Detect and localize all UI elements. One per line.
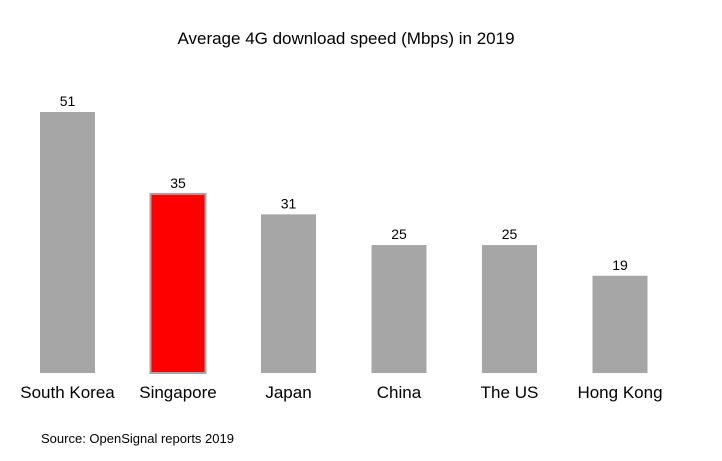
data-label: 25 xyxy=(502,226,518,242)
bar-japan xyxy=(261,214,316,373)
data-label: 35 xyxy=(170,175,186,191)
x-tick-label: Japan xyxy=(265,383,311,402)
data-label: 31 xyxy=(281,195,297,211)
data-label: 19 xyxy=(612,257,628,273)
bar-hong-kong xyxy=(592,275,648,373)
chart-title: Average 4G download speed (Mbps) in 2019 xyxy=(177,29,514,48)
x-tick-label: Singapore xyxy=(139,383,217,402)
data-label: 25 xyxy=(391,226,407,242)
x-tick-label: China xyxy=(377,383,422,402)
bar-china xyxy=(371,245,427,373)
x-tick-label: The US xyxy=(481,383,539,402)
x-tick-label: South Korea xyxy=(20,383,115,402)
bar-the-us xyxy=(482,245,537,373)
data-label: 51 xyxy=(60,93,76,109)
x-tick-label: Hong Kong xyxy=(577,383,662,402)
bar-south-korea xyxy=(40,112,95,373)
source-note: Source: OpenSignal reports 2019 xyxy=(41,431,234,446)
bar-singapore xyxy=(149,192,207,374)
